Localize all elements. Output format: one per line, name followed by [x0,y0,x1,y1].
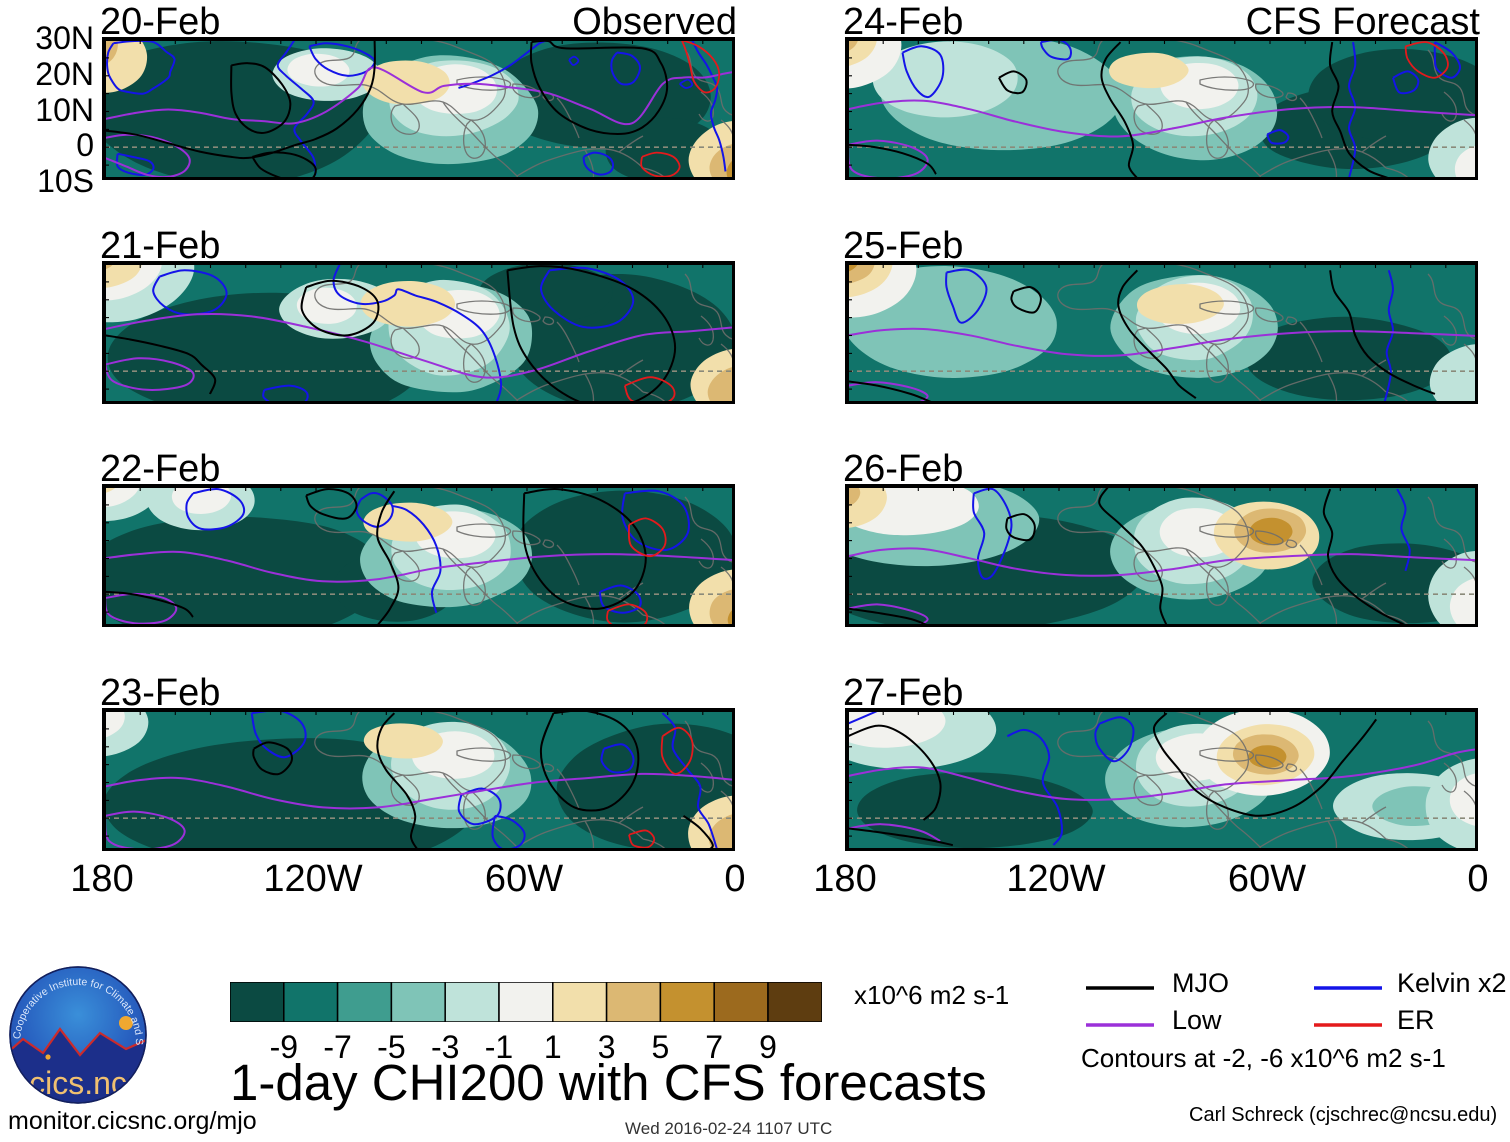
svg-text:cics.nc: cics.nc [29,1065,127,1101]
